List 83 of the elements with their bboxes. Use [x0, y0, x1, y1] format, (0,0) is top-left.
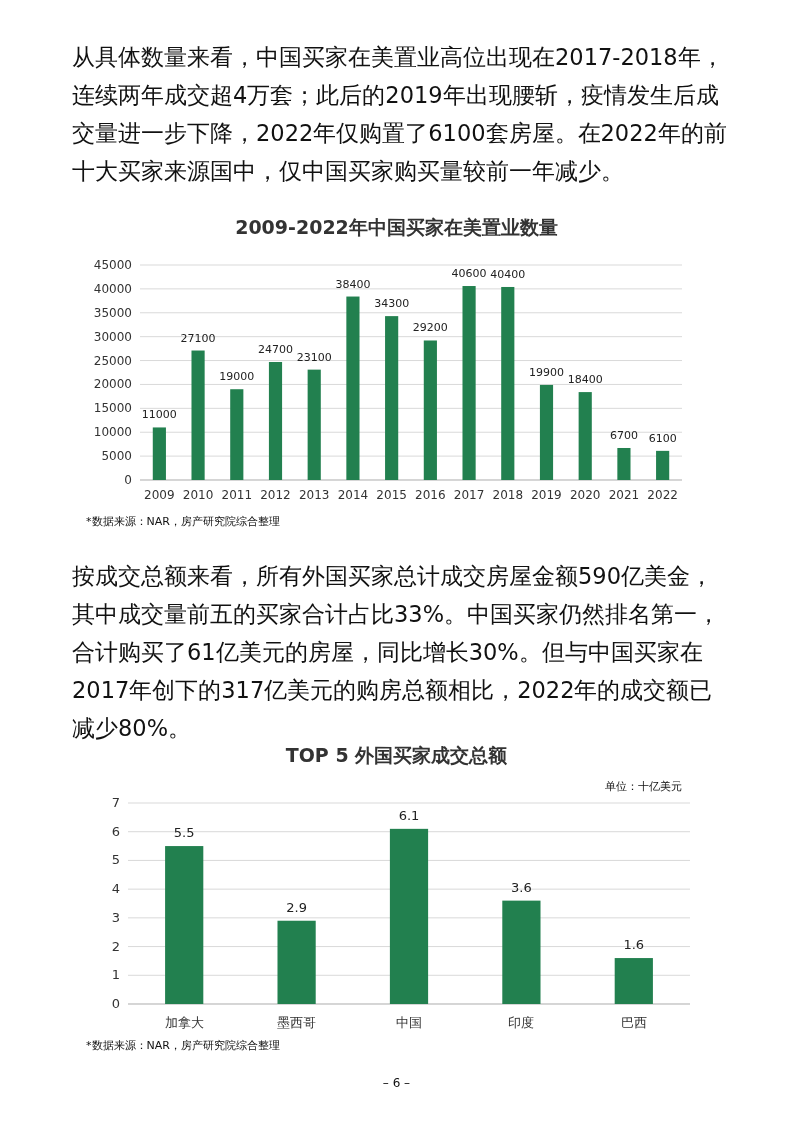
data-label: 2.9: [286, 899, 307, 915]
text: 按成交总额来看，所有外国买家总计成交房屋金额590亿美金，其中成交量前五的买家合计占比33%。中国买家仍然排名第一，合计购买了61亿美元的房屋，同比增长30%。但与中国买家在2017年创下的317亿美元的购房总额相比，2022年的成交额已减少80%。: [72, 563, 721, 741]
bar: [462, 286, 476, 480]
data-label: 29200: [412, 321, 448, 335]
y-tick-label: 20000: [93, 377, 132, 392]
x-tick-label: 2011: [221, 488, 253, 502]
data-label: 1.6: [623, 937, 645, 953]
chart-title: 2009-2022年中国买家在美置业数量: [234, 215, 559, 240]
y-tick-label: 3: [111, 909, 120, 925]
x-tick-label: 2020: [569, 488, 601, 502]
data-label: 6.1: [398, 807, 420, 823]
x-tick-label: 2016: [415, 488, 446, 502]
x-tick-label: 2017: [453, 488, 485, 502]
y-tick-label: 10000: [93, 425, 132, 440]
y-tick-label: 45000: [93, 258, 132, 272]
data-label: 19900: [529, 365, 564, 379]
bar: [191, 350, 205, 480]
data-label: 19000: [219, 370, 255, 384]
bar: [423, 340, 437, 480]
data-label: 11000: [141, 408, 177, 422]
x-tick-label: 2010: [182, 488, 214, 502]
bar: [307, 369, 321, 480]
text: *数据来源：NAR，房产研究院综合整理: [86, 514, 280, 529]
x-tick-label: 加拿大: [164, 1015, 204, 1030]
x-tick-label: 2015: [376, 488, 407, 502]
chart-title: TOP 5 外国买家成交总额: [284, 743, 509, 768]
data-label: 18400: [567, 373, 603, 387]
bar: [501, 286, 515, 480]
data-label: 3.6: [511, 879, 532, 895]
x-tick-label: 印度: [508, 1015, 535, 1030]
y-tick-label: 4: [111, 881, 120, 897]
bar: [614, 958, 653, 1004]
bar: [656, 450, 670, 480]
bar: [617, 447, 631, 480]
y-tick-label: 7: [111, 795, 120, 810]
data-label: 6100: [648, 431, 677, 445]
y-tick-label: 0: [111, 996, 120, 1011]
y-axis-title: 单位：十亿美元: [605, 780, 682, 793]
y-tick-label: 6: [111, 823, 120, 839]
bar: [539, 384, 554, 480]
data-label: 27100: [180, 331, 216, 345]
bar: [165, 846, 204, 1004]
bar: [346, 296, 360, 480]
bar: [268, 361, 283, 480]
y-tick-label: 5000: [101, 449, 132, 464]
y-tick-label: 30000: [93, 329, 132, 344]
bar: [152, 427, 166, 480]
y-tick-label: 25000: [93, 353, 132, 368]
data-label: 38400: [335, 277, 371, 291]
bar: [277, 920, 316, 1004]
bar: [502, 900, 541, 1004]
x-tick-label: 2018: [492, 488, 524, 502]
y-tick-label: 2: [111, 938, 120, 954]
x-tick-label: 巴西: [620, 1015, 647, 1030]
text: *数据来源：NAR，房产研究院综合整理: [86, 1038, 280, 1053]
data-label: 23100: [296, 350, 332, 364]
bar: [230, 389, 244, 480]
x-tick-label: 2014: [337, 488, 369, 502]
data-label: 24700: [258, 342, 293, 356]
x-tick-label: 2022: [647, 488, 678, 502]
x-tick-label: 2009: [144, 488, 175, 502]
data-label: 40600: [451, 267, 487, 281]
x-tick-label: 中国: [396, 1015, 422, 1030]
y-tick-label: 35000: [93, 305, 132, 320]
bar: [578, 392, 592, 480]
x-tick-label: 2013: [298, 488, 330, 502]
y-tick-label: 0: [124, 473, 132, 487]
y-tick-label: 1: [111, 967, 120, 983]
x-tick-label: 墨西哥: [277, 1015, 317, 1030]
data-label: 6700: [609, 428, 638, 442]
x-tick-label: 2021: [608, 488, 640, 502]
bar: [389, 828, 429, 1004]
data-label: 5.5: [173, 825, 195, 841]
y-tick-label: 5: [111, 852, 120, 868]
data-label: 34300: [374, 297, 410, 311]
y-tick-label: 15000: [93, 401, 132, 416]
x-tick-label: 2012: [260, 488, 291, 502]
text: – 6 –: [381, 1076, 412, 1090]
data-label: 40400: [490, 267, 526, 281]
bar: [385, 316, 399, 480]
y-tick-label: 40000: [93, 281, 132, 296]
text: 从具体数量来看，中国买家在美置业高位出现在2017-2018年，连续两年成交超4万套；此后的2019年出现腰斩，疫情发生后成交量进一步下降，2022年仅购置了6100套房屋。在2022年的前十大买家来源国中，仅中国买家购买量较前一年减少。: [72, 43, 728, 186]
x-tick-label: 2019: [531, 488, 562, 502]
